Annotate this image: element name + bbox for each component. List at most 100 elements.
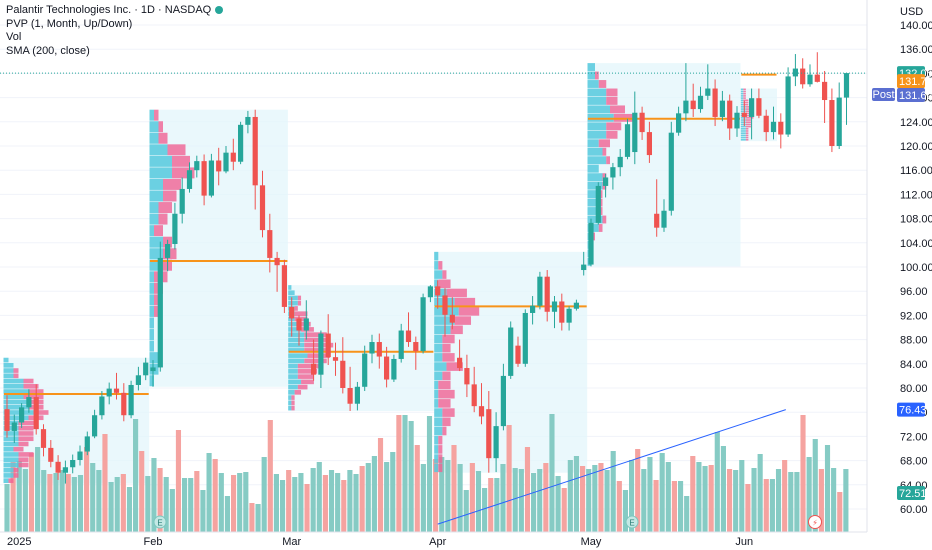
profile-bar-up xyxy=(149,248,163,260)
candle-body xyxy=(595,185,601,223)
candle-body xyxy=(165,244,171,258)
profile-bar-down xyxy=(598,139,610,148)
candle-body xyxy=(362,353,368,387)
profile-bar-up xyxy=(149,352,159,364)
candle-body xyxy=(201,161,207,196)
profile-bar-down xyxy=(18,436,34,442)
volume-bar xyxy=(800,415,806,532)
candle-body xyxy=(318,333,324,375)
profile-bar-down xyxy=(438,389,455,399)
candle-body xyxy=(11,422,17,431)
volume-bar xyxy=(512,468,518,532)
profile-bar-up xyxy=(434,389,439,399)
profile-bar-up xyxy=(3,425,19,431)
candle-body xyxy=(457,357,463,369)
profile-bar-up xyxy=(587,122,607,131)
volume-bar xyxy=(702,466,708,532)
volume-bar xyxy=(720,446,726,532)
profile-bar-down xyxy=(23,394,44,400)
profile-bar-up xyxy=(288,395,292,400)
volume-bar xyxy=(506,425,512,532)
profile-bar-down xyxy=(172,155,190,167)
volume-bar xyxy=(310,468,316,532)
profile-bar-up xyxy=(149,167,172,179)
sma-line xyxy=(437,409,786,525)
volume-bar xyxy=(4,484,10,532)
profile-bar-down xyxy=(743,99,749,102)
profile-bar-up xyxy=(149,259,159,271)
candle-body xyxy=(398,330,404,359)
profile-bar-up xyxy=(434,426,443,436)
earnings-icon-may[interactable]: E xyxy=(625,515,639,529)
profile-bar-up xyxy=(288,332,305,337)
price-tag-label: 131.71 xyxy=(899,76,932,88)
candle-body xyxy=(486,409,492,459)
profile-bar-down xyxy=(442,343,451,353)
profile-bar-up xyxy=(288,300,298,306)
indicator-pvp[interactable]: PVP (1, Month, Up/Down) xyxy=(6,17,133,30)
profile-bar-up xyxy=(434,288,447,298)
volume-bar xyxy=(267,420,273,532)
volume-bar xyxy=(286,470,292,532)
symbol-title[interactable]: Palantir Technologies Inc. · 1D · NASDAQ xyxy=(6,4,224,18)
volume-bar xyxy=(273,474,279,532)
candle-body xyxy=(836,97,842,146)
profile-bar-down xyxy=(745,132,749,134)
profile-bar-down xyxy=(438,463,443,473)
profile-bar-down xyxy=(745,125,751,128)
profile-bar-down xyxy=(304,358,327,364)
volume-bar xyxy=(359,466,365,532)
profile-bar-up xyxy=(587,105,610,114)
volume-bar xyxy=(531,473,537,532)
volume-bar xyxy=(794,472,800,532)
candle-body xyxy=(208,160,214,196)
indicator-vol[interactable]: Vol xyxy=(6,31,22,43)
profile-bar-up xyxy=(740,90,744,93)
candle-body xyxy=(770,121,777,133)
profile-bar-down xyxy=(743,90,746,93)
volume-bar xyxy=(16,461,22,532)
candles xyxy=(4,52,850,484)
profile-bar-up xyxy=(3,368,14,373)
profile-bar-down xyxy=(438,279,451,289)
candle-body xyxy=(435,286,441,296)
volume-bar xyxy=(335,473,341,532)
volume-bar xyxy=(751,468,757,532)
volume-bar xyxy=(518,469,524,532)
profile-bar-up xyxy=(587,80,599,88)
flash-icon[interactable]: ⚡ xyxy=(808,515,822,529)
volume-bar xyxy=(463,490,469,532)
candle-body xyxy=(697,95,704,110)
profile-bar-down xyxy=(442,408,455,417)
volume-bar xyxy=(200,490,206,532)
volume-bar xyxy=(567,460,573,532)
volume-bar xyxy=(806,457,812,532)
profile-bar-up xyxy=(3,410,34,415)
candle-body xyxy=(259,185,266,231)
profile-bar-down xyxy=(154,305,159,317)
price-tick-label: 84.00 xyxy=(900,359,928,371)
candle-body xyxy=(559,301,565,323)
candle-body xyxy=(55,461,61,473)
profile-bar-up xyxy=(288,337,305,343)
volume-bar xyxy=(812,439,818,532)
profile-bar-up xyxy=(3,436,19,442)
indicator-sma[interactable]: SMA (200, close) xyxy=(6,44,90,57)
volume-bar xyxy=(818,469,824,532)
profile-bar-up xyxy=(587,173,603,182)
candle-body xyxy=(332,357,339,361)
currency-label[interactable]: USD xyxy=(900,6,923,18)
volume-bar xyxy=(408,421,414,532)
profile-bar-up xyxy=(434,380,439,390)
volume-bar xyxy=(22,469,28,532)
market-status-icon xyxy=(215,6,224,15)
candle-body xyxy=(624,124,631,157)
volume-bar xyxy=(745,484,751,532)
time-tick-label: Feb xyxy=(144,536,163,548)
volume-bar xyxy=(445,460,451,532)
profile-bar-down xyxy=(291,395,295,400)
profile-bar-down xyxy=(8,478,14,483)
earnings-icon-feb[interactable]: E xyxy=(153,515,167,529)
svg-text:E: E xyxy=(157,519,162,528)
